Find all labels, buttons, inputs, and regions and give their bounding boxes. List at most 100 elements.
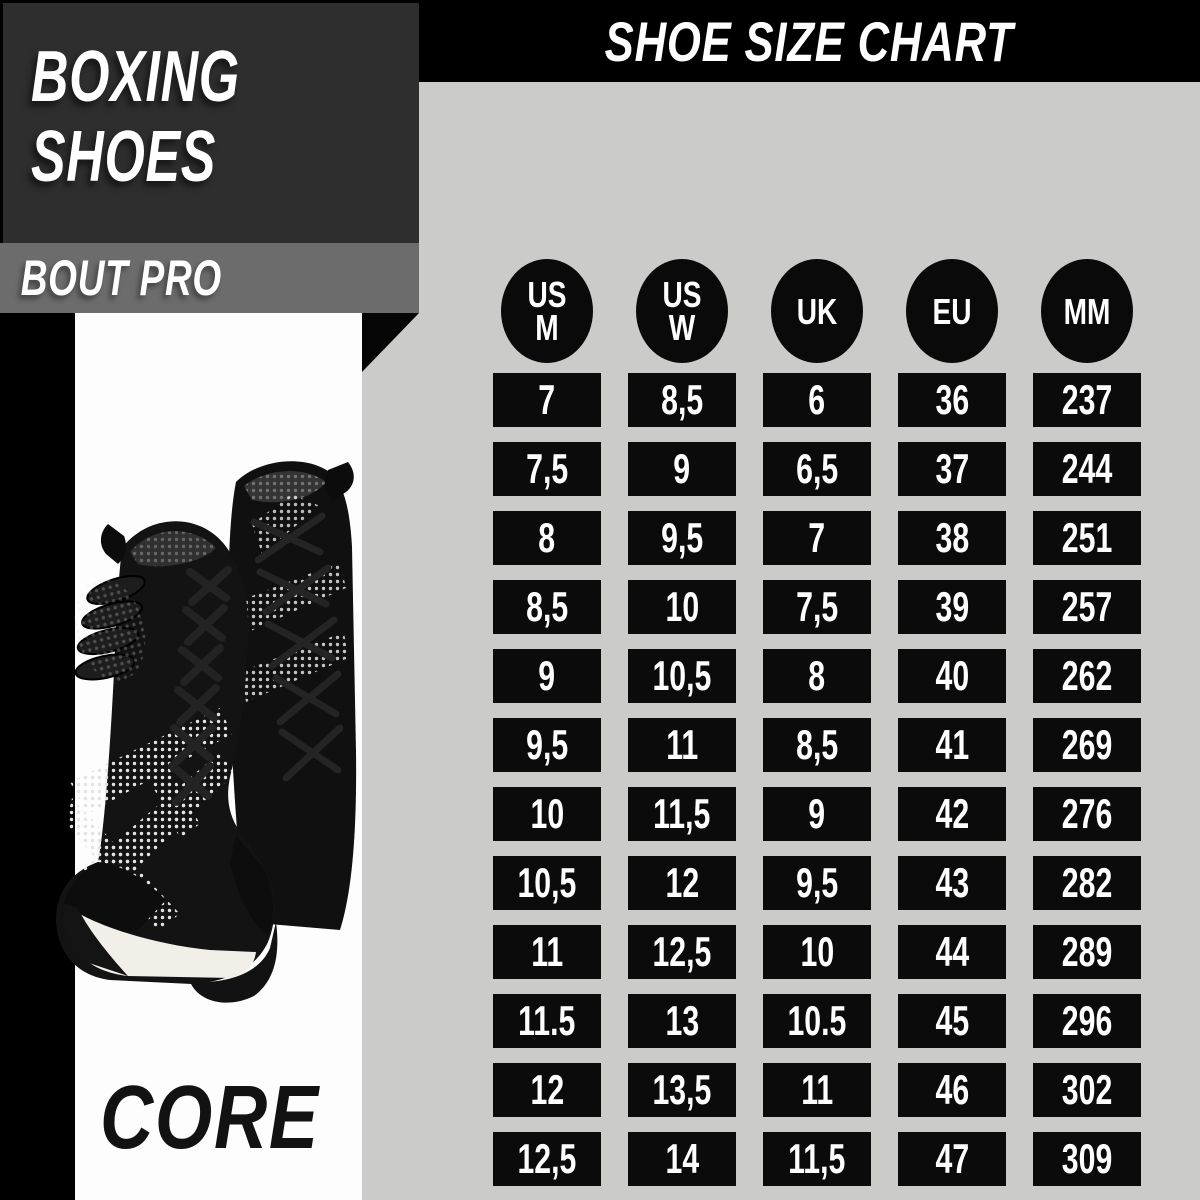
size-cell-value: 7,5 xyxy=(795,583,839,630)
size-cell-value: 8 xyxy=(808,652,826,699)
size-cell-value: 46 xyxy=(935,1066,969,1113)
size-cell-value: 282 xyxy=(1061,859,1113,906)
size-cell: 10,5 xyxy=(628,649,736,703)
size-cell-value: 8 xyxy=(538,514,556,561)
product-title-box: BOXING SHOES xyxy=(3,3,419,243)
column-badge-label: US xyxy=(662,274,702,315)
size-cell-value: 237 xyxy=(1061,376,1113,423)
size-cell: 8,5 xyxy=(628,373,736,427)
column-badge-label: UK xyxy=(796,290,838,332)
size-cell: 296 xyxy=(1033,994,1141,1048)
size-cell-value: 13,5 xyxy=(652,1066,712,1113)
size-cell: 44 xyxy=(898,925,1006,979)
size-cell: 11.5 xyxy=(493,994,601,1048)
size-cell: 47 xyxy=(898,1132,1006,1186)
size-cell-value: 9 xyxy=(673,445,691,492)
size-cell-value: 44 xyxy=(935,928,969,975)
size-cell: 10 xyxy=(763,925,871,979)
size-cell-value: 10 xyxy=(530,790,564,837)
size-cell-value: 37 xyxy=(935,445,969,492)
size-cell: 7,5 xyxy=(763,580,871,634)
size-cell: 40 xyxy=(898,649,1006,703)
size-cell: 37 xyxy=(898,442,1006,496)
size-cell: 11,5 xyxy=(763,1132,871,1186)
size-cell: 289 xyxy=(1033,925,1141,979)
size-cell-value: 10 xyxy=(800,928,834,975)
size-cell: 276 xyxy=(1033,787,1141,841)
size-cell-value: 11 xyxy=(666,721,698,768)
size-cell-value: 41 xyxy=(935,721,969,768)
size-cell: 11 xyxy=(763,1063,871,1117)
size-cell-value: 251 xyxy=(1061,514,1113,561)
size-cell-value: 7,5 xyxy=(525,445,569,492)
size-cell: 7 xyxy=(763,511,871,565)
size-cell-value: 10,5 xyxy=(652,652,712,699)
size-cell-value: 45 xyxy=(935,997,969,1044)
rear-boot xyxy=(228,461,357,930)
product-title-line1: BOXING xyxy=(31,37,240,117)
size-cell: 9,5 xyxy=(493,718,601,772)
size-cell: 309 xyxy=(1033,1132,1141,1186)
size-cell: 10 xyxy=(628,580,736,634)
size-cell-value: 262 xyxy=(1061,652,1113,699)
size-cell-value: 14 xyxy=(665,1135,699,1182)
size-cell: 14 xyxy=(628,1132,736,1186)
size-cell-value: 244 xyxy=(1061,445,1113,492)
size-cell: 38 xyxy=(898,511,1006,565)
size-cell: 6,5 xyxy=(763,442,871,496)
size-cell-value: 36 xyxy=(935,376,969,423)
size-cell-value: 296 xyxy=(1061,997,1113,1044)
size-cell-value: 276 xyxy=(1061,790,1113,837)
size-cell-value: 40 xyxy=(935,652,969,699)
size-cell: 269 xyxy=(1033,718,1141,772)
size-cell-value: 269 xyxy=(1061,721,1113,768)
size-cell-value: 12 xyxy=(665,859,699,906)
size-cell-value: 9,5 xyxy=(795,859,839,906)
size-cell: 9,5 xyxy=(628,511,736,565)
size-cell: 41 xyxy=(898,718,1006,772)
column-badge: US M xyxy=(501,259,593,363)
size-cell: 12 xyxy=(493,1063,601,1117)
size-cell-value: 7 xyxy=(808,514,826,561)
product-title-line2: SHOES xyxy=(31,117,217,197)
size-cell: 302 xyxy=(1033,1063,1141,1117)
size-cell-value: 289 xyxy=(1061,928,1113,975)
size-cell-value: 9,5 xyxy=(660,514,704,561)
size-cell-value: 7 xyxy=(538,376,556,423)
model-ribbon-label: BOUT PRO xyxy=(20,250,222,306)
size-cell: 7,5 xyxy=(493,442,601,496)
size-cell: 262 xyxy=(1033,649,1141,703)
size-cell: 9 xyxy=(493,649,601,703)
size-cell-value: 302 xyxy=(1061,1066,1113,1113)
size-cell: 237 xyxy=(1033,373,1141,427)
size-cell: 8,5 xyxy=(763,718,871,772)
size-cell-value: 12 xyxy=(530,1066,564,1113)
column-badge: US W xyxy=(636,259,728,363)
size-cell: 282 xyxy=(1033,856,1141,910)
size-cell: 42 xyxy=(898,787,1006,841)
size-cell: 7 xyxy=(493,373,601,427)
size-cell: 10,5 xyxy=(493,856,601,910)
size-cell: 8 xyxy=(493,511,601,565)
column-badge: UK xyxy=(771,259,863,363)
size-cell-value: 11,5 xyxy=(788,1135,846,1182)
model-ribbon: BOUT PRO xyxy=(0,243,419,313)
size-cell: 10 xyxy=(493,787,601,841)
size-cell: 12 xyxy=(628,856,736,910)
chart-title-text: SHOE SIZE CHART xyxy=(605,9,1014,73)
size-cell-value: 47 xyxy=(935,1135,969,1182)
column-badge-label: US xyxy=(527,274,567,315)
size-cell-value: 257 xyxy=(1061,583,1113,630)
size-cell-value: 11,5 xyxy=(653,790,711,837)
size-cell: 257 xyxy=(1033,580,1141,634)
size-cell: 9,5 xyxy=(763,856,871,910)
size-cell-value: 9,5 xyxy=(525,721,569,768)
chart-title-banner: SHOE SIZE CHART xyxy=(419,0,1200,82)
column-badge-label: M xyxy=(535,307,559,348)
column-badge: MM xyxy=(1041,259,1133,363)
size-cell: 45 xyxy=(898,994,1006,1048)
size-cell-value: 6 xyxy=(808,376,826,423)
size-cell: 9 xyxy=(628,442,736,496)
column-badge-label: EU xyxy=(932,290,972,332)
